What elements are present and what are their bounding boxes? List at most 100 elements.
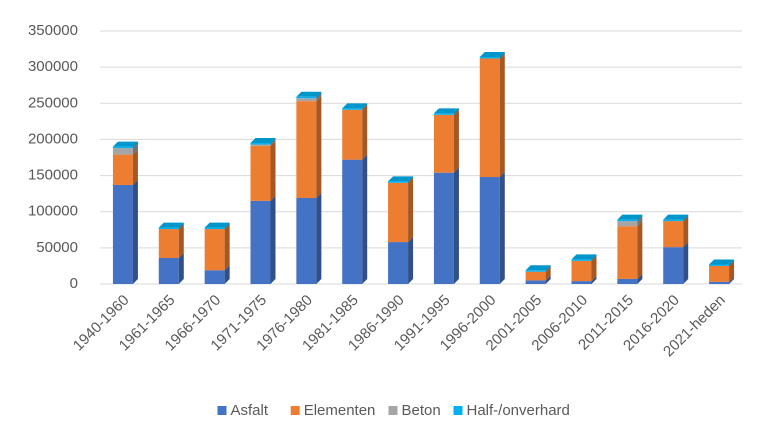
- y-tick-label: 350000: [28, 22, 78, 39]
- bar-segment-side: [132, 143, 138, 155]
- bar-segment: [158, 229, 179, 258]
- bar-segment-side: [591, 276, 597, 284]
- bar-segment: [525, 270, 546, 272]
- bar-top: [204, 222, 230, 228]
- bar-segment-side: [453, 109, 459, 173]
- bar-segment: [433, 114, 454, 173]
- bar-top: [433, 108, 459, 114]
- bar-segment-side: [270, 140, 276, 201]
- bar-segment-side: [178, 224, 184, 258]
- bar-segment-side: [683, 216, 689, 248]
- bar-segment: [617, 221, 638, 227]
- bar-segment: [433, 172, 454, 284]
- bar-top: [525, 265, 551, 271]
- legend-label: Asfalt: [231, 402, 269, 419]
- legend-swatch: [290, 406, 300, 415]
- bar-segment-side: [499, 52, 505, 59]
- y-tick-label: 250000: [28, 94, 78, 111]
- y-tick-label: 100000: [28, 203, 78, 220]
- bar-segment-side: [453, 108, 459, 115]
- bar-segment: [433, 113, 454, 115]
- bar-segment-side: [316, 192, 322, 284]
- bar-segment: [709, 265, 730, 282]
- y-tick-label: 200000: [28, 130, 78, 147]
- legend-label: Elementen: [304, 402, 376, 419]
- bar-top: [479, 52, 505, 58]
- y-tick-label: 0: [70, 275, 78, 292]
- bar-segment: [388, 182, 409, 243]
- bar-segment-side: [545, 265, 551, 272]
- bar-segment: [571, 281, 592, 284]
- bar-segment-side: [132, 179, 138, 284]
- bar-segment-side: [729, 260, 735, 282]
- bar-segment-side: [408, 176, 414, 183]
- bar-segment-side: [637, 273, 643, 284]
- bar-segment-side: [545, 275, 551, 284]
- bar-segment: [112, 154, 133, 185]
- bar-segment: [204, 227, 225, 230]
- bar-top: [571, 254, 597, 260]
- bar-segment: [479, 58, 500, 178]
- bar-segment: [250, 143, 271, 145]
- bar-segment: [296, 98, 317, 102]
- bar-top: [342, 103, 368, 109]
- bar-segment-side: [729, 259, 735, 266]
- legend-label: Beton: [402, 402, 441, 419]
- bar-segment-side: [270, 138, 276, 145]
- bar-segment-side: [453, 167, 459, 284]
- bar-segment: [158, 227, 179, 230]
- bar-segment-side: [316, 91, 322, 99]
- bar-segment-side: [316, 96, 322, 198]
- bar-segment: [709, 264, 730, 266]
- bar-segment: [571, 260, 592, 282]
- y-tick-label: 150000: [28, 167, 78, 184]
- bar-segment: [663, 247, 684, 284]
- bar-top: [617, 214, 643, 220]
- bar-top: [112, 141, 138, 147]
- bar-segment: [250, 144, 271, 146]
- bar-segment: [112, 148, 133, 155]
- bar-segment-side: [362, 154, 368, 284]
- bar-segment: [112, 184, 133, 284]
- bar-segment: [250, 145, 271, 201]
- bar-segment: [158, 257, 179, 284]
- bar-segment: [525, 271, 546, 281]
- bar-segment-side: [637, 221, 643, 279]
- bar-segment-side: [683, 214, 689, 222]
- bar-segment-side: [316, 93, 322, 102]
- bar-segment: [479, 57, 500, 59]
- bar-segment-side: [408, 237, 414, 284]
- bar-segment: [112, 146, 133, 149]
- bar-top: [250, 138, 276, 144]
- bar-top: [388, 176, 414, 182]
- bar-segment-side: [499, 172, 505, 284]
- bar-segment: [663, 221, 684, 248]
- legend-swatch: [453, 406, 463, 415]
- bar-segment-side: [499, 53, 505, 178]
- bar-segment: [663, 219, 684, 222]
- bar-segment: [204, 229, 225, 271]
- bar-segment-side: [729, 276, 735, 284]
- bar-segment-side: [545, 266, 551, 281]
- bar-segment: [617, 226, 638, 279]
- bar-segment: [709, 281, 730, 284]
- bar-segment: [342, 108, 363, 110]
- bar-segment-side: [178, 222, 184, 230]
- bar-segment: [342, 109, 363, 160]
- y-tick-label: 300000: [28, 58, 78, 75]
- bar-segment: [617, 219, 638, 222]
- bar-segment: [296, 96, 317, 99]
- bar-segment: [250, 200, 271, 284]
- bar-top: [709, 259, 735, 265]
- bar-segment-side: [683, 242, 689, 284]
- bar-segment: [479, 177, 500, 284]
- bar-segment: [388, 181, 409, 183]
- bar-segment-side: [224, 265, 230, 284]
- legend-label: Half-/onverhard: [467, 402, 570, 419]
- bar-segment-side: [362, 104, 368, 160]
- bar-segment-side: [637, 214, 643, 222]
- bar-segment-side: [591, 254, 597, 261]
- bar-segment: [296, 101, 317, 198]
- bar-segment: [388, 242, 409, 284]
